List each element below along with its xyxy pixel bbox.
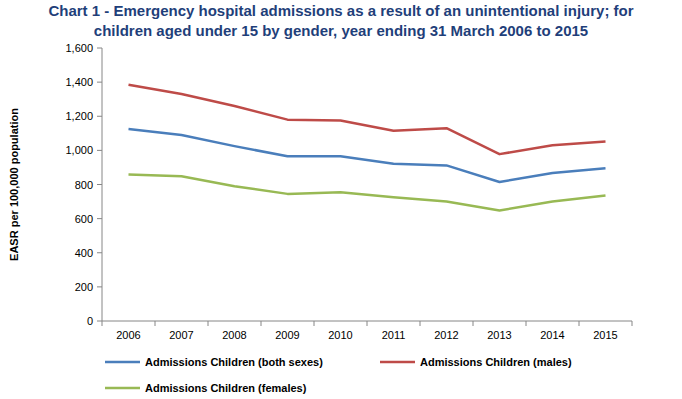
x-tick-label: 2011 (382, 329, 406, 341)
x-tick-label: 2008 (222, 329, 246, 341)
x-tick (314, 321, 315, 326)
y-tick-label: 1,400 (65, 76, 93, 88)
x-tick (473, 321, 474, 326)
y-tick-label: 1,600 (65, 42, 93, 54)
legend-swatch (380, 361, 415, 364)
y-tick-label: 400 (75, 247, 93, 259)
y-axis-label: EASR per 100,000 population (8, 108, 20, 261)
y-tick (97, 184, 102, 185)
y-tick-label: 200 (75, 281, 93, 293)
legend-swatch (105, 361, 140, 364)
x-tick (579, 321, 580, 326)
y-tick (97, 82, 102, 83)
y-tick (97, 252, 102, 253)
legend-label: Admissions Children (females) (145, 382, 307, 394)
title-line: Chart 1 - Emergency hospital admissions … (48, 2, 633, 19)
x-tick-label: 2012 (434, 329, 458, 341)
y-tick (97, 286, 102, 287)
x-tick-label: 2007 (169, 329, 193, 341)
x-tick (632, 321, 633, 326)
x-tick (367, 321, 368, 326)
y-tick (97, 150, 102, 151)
y-tick-label: 600 (75, 213, 93, 225)
x-tick-label: 2009 (275, 329, 299, 341)
x-tick (208, 321, 209, 326)
x-tick (526, 321, 527, 326)
legend-swatch (105, 387, 140, 390)
x-tick-label: 2013 (487, 329, 511, 341)
plot (129, 85, 606, 211)
series-line (129, 175, 606, 211)
y-tick-label: 800 (75, 179, 93, 191)
y-tick (97, 48, 102, 49)
y-tick-label: 1,200 (65, 110, 93, 122)
y-tick (97, 321, 102, 322)
y-tick-label: 1,000 (65, 144, 93, 156)
legend-label: Admissions Children (both sexes) (145, 356, 323, 368)
x-tick (155, 321, 156, 326)
x-tick-label: 2010 (328, 329, 352, 341)
x-tick (102, 321, 103, 326)
series-line (129, 85, 606, 154)
x-tick (420, 321, 421, 326)
title: Chart 1 - Emergency hospital admissions … (48, 2, 633, 39)
y-tick (97, 116, 102, 117)
title-line: children aged under 15 by gender, year e… (94, 22, 588, 39)
legend-label: Admissions Children (males) (420, 356, 572, 368)
x-tick (261, 321, 262, 326)
x-tick-label: 2014 (540, 329, 564, 341)
chart: Chart 1 - Emergency hospital admissions … (0, 0, 682, 399)
x-tick-label: 2006 (116, 329, 140, 341)
series-line (129, 129, 606, 182)
y-tick (97, 218, 102, 219)
y-tick-label: 0 (87, 315, 93, 327)
x-tick-label: 2015 (593, 329, 617, 341)
